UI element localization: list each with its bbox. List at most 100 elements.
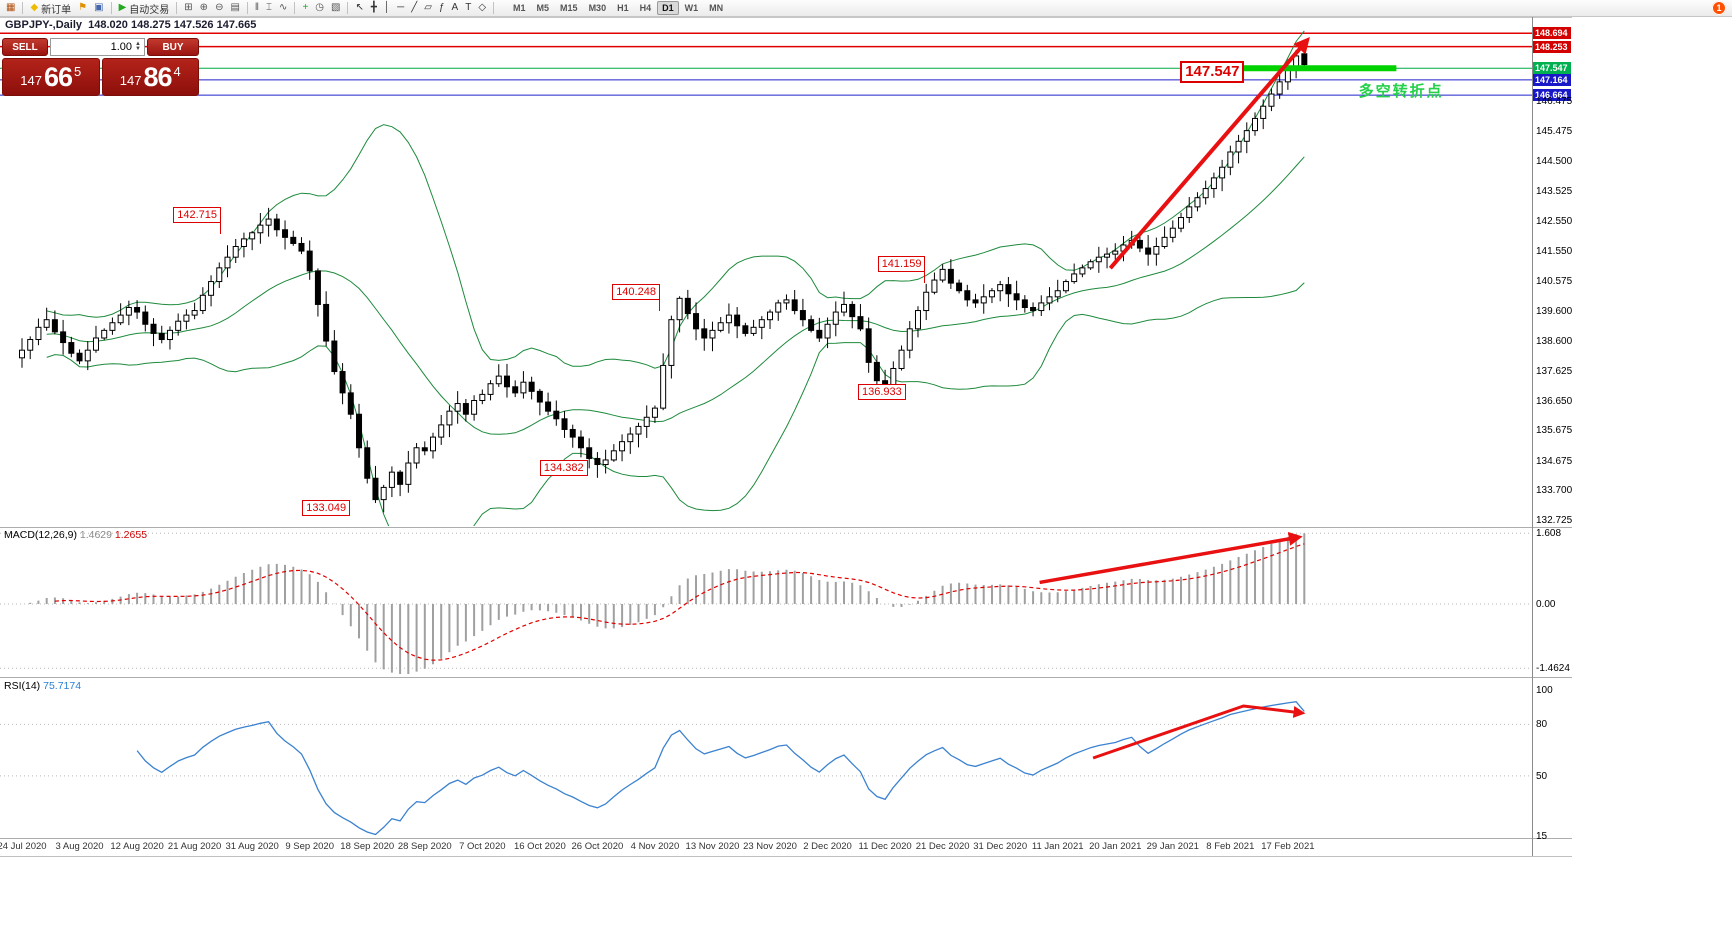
mailbox-icon: ▣ [94,2,104,13]
zoom-out-icon: ⊖ [215,2,224,13]
channel-icon: ▱ [424,2,432,13]
zoom-out-icon[interactable]: ⊖ [212,1,226,16]
new-order-button[interactable]: ◆ 新订单 [27,1,74,16]
timeframe-h4[interactable]: H4 [639,3,652,13]
alerts-icon[interactable]: ⚑ [75,1,90,16]
rsi-line [136,701,1305,836]
candles[interactable] [19,46,1308,513]
tile-windows-icon: ⊞ [184,2,193,13]
macd-histogram [29,533,1306,674]
autotrading-play-icon: ▶ [118,2,127,13]
timeframe-w1[interactable]: W1 [684,3,699,13]
indicators-icon[interactable]: + [299,1,311,16]
notification-badge[interactable]: 1 [1712,1,1726,15]
cursor-icon: ↖ [355,2,364,13]
ask-price[interactable]: 147 86 4 [101,58,199,96]
autotrading-button-label: 自动交易 [129,4,170,16]
timeframe-mn[interactable]: MN [709,3,724,13]
price-callout[interactable]: 147.547 [1180,61,1245,84]
text-icon: A [451,2,459,13]
price-callout[interactable]: 140.248 [612,284,660,311]
price-callout[interactable]: 134.382 [539,459,588,476]
vertical-line-icon: │ [383,2,391,13]
new-order-icon: ◆ [30,2,39,13]
timeframe-group: M1 M5 M15 M30 H1 H4 D1 W1 MN [508,1,728,15]
zoom-in-icon[interactable]: ⊕ [197,1,211,16]
volume-value: 1.00 [110,41,133,53]
timeframe-h1[interactable]: H1 [617,3,629,13]
cursor-icon[interactable]: ↖ [352,1,366,16]
bar-chart-icon[interactable]: ‖ [252,1,262,16]
text-icon[interactable]: A [449,1,462,16]
shapes-icon: ◇ [478,2,487,13]
trend-arrow-main[interactable] [1108,37,1310,270]
main-panel[interactable] [0,30,1532,576]
channel-icon[interactable]: ▱ [421,1,435,16]
zoom-in-icon: ⊕ [199,2,209,13]
timeframe-d1[interactable]: D1 [657,1,679,15]
bid-point: 5 [74,63,82,79]
ask-main: 147 [119,73,142,88]
price-callout[interactable]: 133.049 [302,500,351,517]
crosshair-icon: ╋ [370,2,377,13]
templates-icon[interactable]: ▧ [328,1,343,16]
volume-spinner-icon[interactable]: ▲ ▼ [135,41,141,52]
candlestick-chart-icon[interactable]: ⌶ [263,1,275,16]
trendline-icon[interactable]: ╱ [408,1,420,16]
ask-pips: 86 [143,61,172,92]
macd-panel[interactable] [0,531,1532,674]
shapes-icon[interactable]: ◇ [475,1,489,16]
periods-icon[interactable]: ◷ [312,1,327,16]
trend-arrow-macd[interactable] [1039,531,1303,585]
toolbar: ▦ ◆ 新订单 ⚑ ▣ ▶ 自动交易 ⊞ ⊕ ⊖ ▤ ‖ ⌶ ∿ + ◷ ▧ ↖ ╋ │ ─ ╱ ▱ ƒ A T ◇ M1 M5 M15… [0,0,1732,17]
timeframe-m1[interactable]: M1 [513,3,526,13]
sell-button[interactable]: SELL [2,38,48,56]
toolbar-separator [347,2,349,14]
horizontal-line-icon[interactable]: ─ [394,1,407,16]
annotation-text[interactable]: 多空转折点 [1358,83,1444,101]
periods-icon: ◷ [315,2,325,13]
vertical-line-icon[interactable]: │ [381,1,393,16]
trend-arrow-rsi[interactable] [1092,704,1306,760]
new-order-button-label: 新订单 [41,4,72,16]
alerts-icon: ⚑ [78,2,88,13]
fibonacci-icon[interactable]: ƒ [436,1,448,16]
ask-point: 4 [173,63,181,79]
toolbar-separator [110,2,112,14]
toolbar-separator [176,2,178,14]
tile-windows-icon[interactable]: ⊞ [181,1,195,16]
templates-icon: ▧ [331,2,341,13]
timeframe-m30[interactable]: M30 [588,3,607,13]
bid-price[interactable]: 147 66 5 [2,58,100,96]
indicators-icon: + [302,2,309,13]
fibonacci-icon: ƒ [438,2,445,13]
price-callout[interactable]: 141.159 [877,255,926,283]
toolbar-separator [294,2,296,14]
new-chart-icon: ▦ [6,2,16,13]
rsi-panel[interactable] [0,701,1532,836]
auto-arrange-icon[interactable]: ▤ [227,1,242,16]
line-chart-icon[interactable]: ∿ [276,1,290,16]
buy-button[interactable]: BUY [147,38,199,56]
one-click-trading-panel: SELL 1.00 ▲ ▼ BUY 147 66 5 147 86 4 [2,38,199,96]
timeframe-m5[interactable]: M5 [536,3,550,13]
volume-input[interactable]: 1.00 ▲ ▼ [50,38,145,56]
crosshair-icon[interactable]: ╋ [368,1,380,16]
price-callout[interactable]: 142.715 [173,207,221,235]
autotrading-button[interactable]: ▶ 自动交易 [116,1,173,16]
toolbar-separator [246,2,248,14]
label-icon[interactable]: T [462,1,474,16]
macd-signal-line [54,543,1305,661]
toolbar-items: ▦ ◆ 新订单 ⚑ ▣ ▶ 自动交易 ⊞ ⊕ ⊖ ▤ ‖ ⌶ ∿ + ◷ ▧ ↖ ╋ │ ─ ╱ ▱ ƒ A T ◇ [3,1,497,16]
bid-main: 147 [20,73,42,88]
auto-arrange-icon: ▤ [230,2,240,13]
mailbox-icon[interactable]: ▣ [91,1,106,16]
price-callout[interactable]: 136.933 [857,384,906,401]
bollinger-lower [46,282,1305,526]
new-chart-icon[interactable]: ▦ [3,1,18,16]
bollinger-upper [46,30,1305,369]
timeframe-m15[interactable]: M15 [560,3,578,13]
candlestick-chart-icon: ⌶ [266,2,273,13]
